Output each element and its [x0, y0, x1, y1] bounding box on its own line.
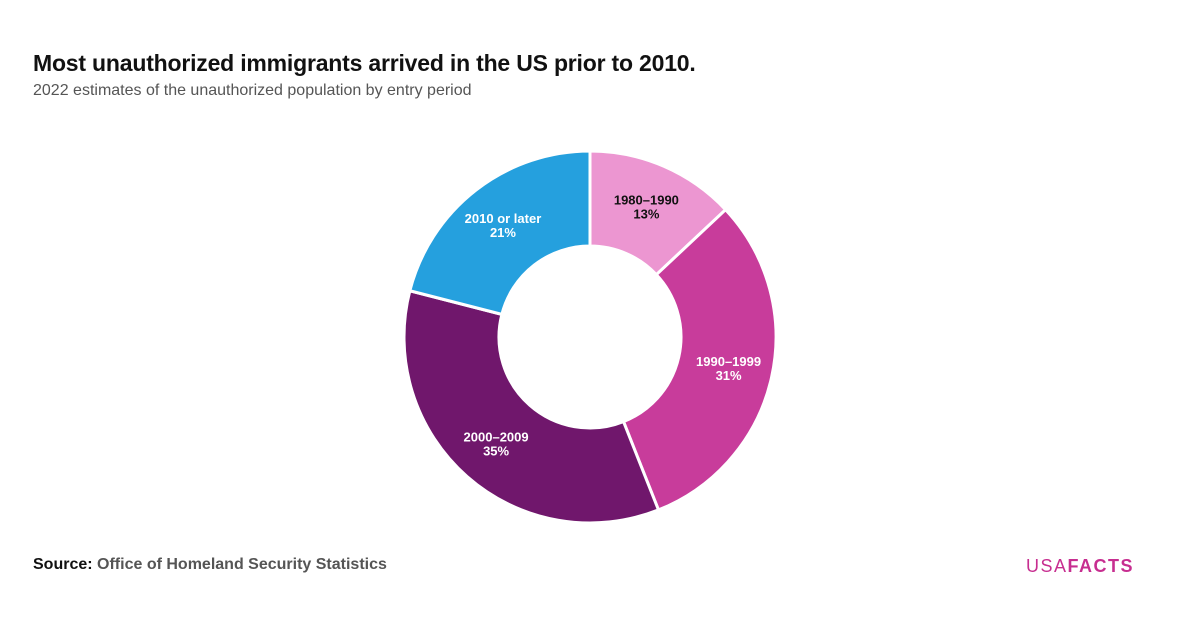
donut-slice-4	[408, 149, 592, 316]
chart-title: Most unauthorized immigrants arrived in …	[33, 50, 696, 76]
donut-slice-3	[402, 289, 660, 525]
source-note: Source: Office of Homeland Security Stat…	[33, 556, 387, 574]
slice-value-3: 35%	[483, 444, 509, 459]
donut-slices	[402, 149, 778, 525]
slice-category-3: 2000–2009	[464, 430, 529, 445]
slice-label-3: 2000–2009 35%	[464, 430, 529, 459]
logo-facts: FACTS	[1067, 556, 1135, 576]
slice-label-1: 1980–1990 13%	[614, 193, 679, 222]
slice-category-4: 2010 or later	[465, 211, 542, 226]
logo-usa: USA	[1026, 556, 1068, 576]
source-label: Source:	[33, 556, 93, 573]
slice-value-1: 13%	[633, 207, 659, 222]
slice-value-4: 21%	[490, 225, 516, 240]
usafacts-logo: USAFACTS	[1026, 556, 1134, 577]
chart-subtitle: 2022 estimates of the unauthorized popul…	[33, 82, 472, 99]
source-text: Office of Homeland Security Statistics	[97, 556, 387, 573]
slice-category-2: 1990–1999	[696, 354, 761, 369]
slice-category-1: 1980–1990	[614, 193, 679, 208]
slice-label-4: 2010 or later 21%	[465, 211, 542, 240]
donut-labels: 1980–1990 13% 1990–1999 31% 2000–2009 35% 2010…	[464, 193, 762, 459]
donut-slice-2	[621, 208, 778, 512]
slice-value-2: 31%	[716, 368, 742, 383]
slice-label-2: 1990–1999 31%	[696, 354, 761, 383]
